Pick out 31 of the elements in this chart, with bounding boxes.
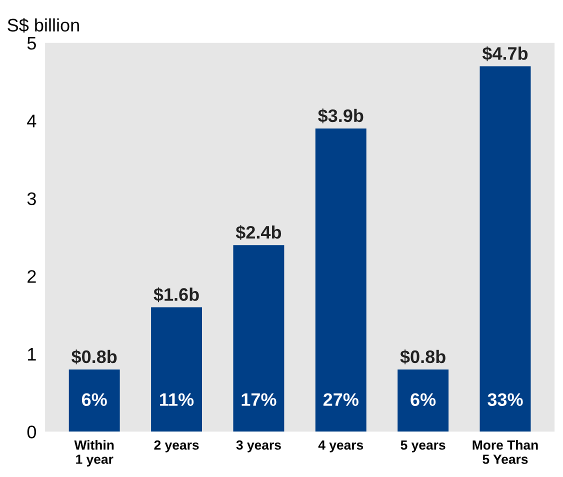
y-tick-label: 5 xyxy=(27,37,36,50)
annotation: 33% xyxy=(488,393,523,406)
y-tick-label: 0 xyxy=(27,426,36,438)
bar xyxy=(315,128,366,432)
data-label: $4.7b xyxy=(482,46,528,62)
x-tick-label: 3 years xyxy=(236,440,281,452)
data-label: $2.4b xyxy=(236,225,282,240)
data-label: $0.8b xyxy=(72,350,117,364)
annotation: 6% xyxy=(82,393,107,406)
x-tick-label: 2 years xyxy=(154,440,199,452)
annotation: 27% xyxy=(323,393,358,406)
bar xyxy=(151,307,202,432)
x-tick-label: More Than 5 Years xyxy=(472,440,538,464)
y-tick-label: 1 xyxy=(28,348,36,360)
y-tick-label: 4 xyxy=(27,114,36,128)
x-tick-label: 4 years xyxy=(318,440,364,452)
bar xyxy=(398,369,449,432)
y-axis-title: S$ billion xyxy=(8,18,79,33)
x-tick-label: 5 years xyxy=(400,440,446,452)
x-tick-label: Within 1 year xyxy=(74,440,114,467)
y-tick-label: 3 xyxy=(27,192,36,206)
data-label: $0.8b xyxy=(400,350,446,364)
annotation: 6% xyxy=(410,393,436,406)
bar xyxy=(480,66,531,432)
data-label: $3.9b xyxy=(318,108,364,124)
bar xyxy=(233,245,284,432)
annotation: 11% xyxy=(160,393,194,406)
bar xyxy=(68,369,120,432)
annotation: 17% xyxy=(242,393,276,406)
y-tick-label: 2 xyxy=(28,270,36,283)
data-label: $1.6b xyxy=(154,287,199,302)
